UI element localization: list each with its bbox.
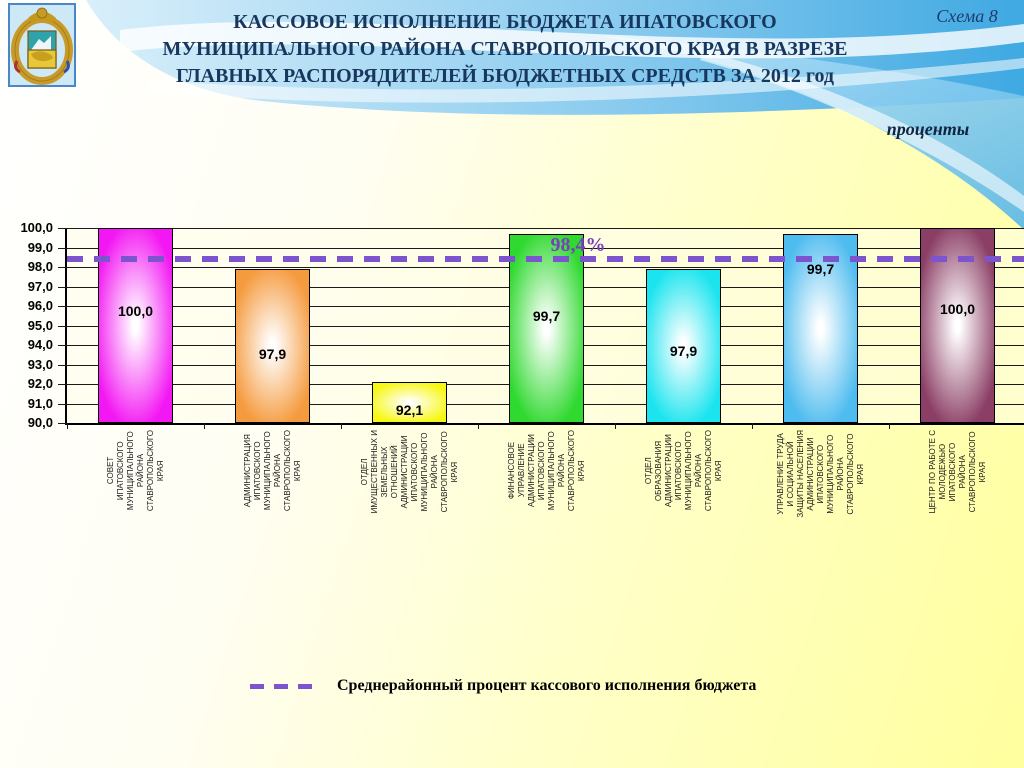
bar-value-label: 99,7 <box>532 307 561 324</box>
category-label-1: СОВЕТ ИПАТОВСКОГО МУНИЦИПАЛЬНОГО РАЙОНА … <box>67 430 204 558</box>
y-axis-tick <box>58 267 67 268</box>
category-label-text: АДМИНИСТРАЦИЯ ИПАТОВСКОГО МУНИЦИПАЛЬНОГО… <box>242 430 302 512</box>
category-label-2: АДМИНИСТРАЦИЯ ИПАТОВСКОГО МУНИЦИПАЛЬНОГО… <box>204 430 341 558</box>
x-axis-tick <box>341 423 342 429</box>
y-axis-tick-label: 95,0 <box>27 317 53 333</box>
legend-label: Среднерайонный процент кассового исполне… <box>337 677 757 694</box>
y-axis-tick-label: 100,0 <box>20 220 53 235</box>
y-axis-tick <box>58 228 67 229</box>
bar-value-label: 92,1 <box>395 402 424 419</box>
bar-2 <box>235 268 310 423</box>
y-axis-tick-label: 99,0 <box>27 239 53 255</box>
y-axis-tick <box>58 364 67 366</box>
page-title: КАССОВОЕ ИСПОЛНЕНИЕ БЮДЖЕТА ИПАТОВСКОГО … <box>162 11 848 87</box>
x-axis-tick <box>478 423 479 429</box>
schema-number-label: Схема 8 <box>936 6 998 26</box>
category-label-5: ОТДЕЛ ОБРАЗОВАНИЯ АДМИНИСТРАЦИИ ИПАТОВСК… <box>615 430 752 558</box>
bar-value-label: 100,0 <box>117 303 154 319</box>
y-axis-tick-label: 92,0 <box>27 376 53 391</box>
y-axis-tick-label: 97,0 <box>27 278 53 294</box>
average-dashed-line <box>67 256 1024 263</box>
bar-value-label: 97,9 <box>258 345 287 362</box>
bar-value-label: 97,9 <box>669 342 698 359</box>
y-axis-tick <box>58 286 67 288</box>
bar-5 <box>646 268 721 423</box>
axis-units-label: проценты <box>886 119 970 139</box>
x-axis-tick <box>67 423 68 429</box>
chart-legend: Среднерайонный процент кассового исполне… <box>250 677 756 695</box>
category-label-text: УПРАВЛЕНИЕ ТРУДА И СОЦИАЛЬНОЙ ЗАЩИТЫ НАС… <box>775 430 865 518</box>
category-label-text: ЦЕНТР ПО РАБОТЕ С МОЛОДЕЖЬЮ ИПАТОВСКОГО … <box>927 430 987 514</box>
bar-value-label: 100,0 <box>939 301 976 317</box>
y-axis-tick <box>58 384 67 385</box>
category-label-text: ФИНАНСОВОЕ УПРАВЛЕНИЕ АДМИНИСТРАЦИИ ИПАТ… <box>506 430 586 512</box>
category-label-text: СОВЕТ ИПАТОВСКОГО МУНИЦИПАЛЬНОГО РАЙОНА … <box>105 430 165 512</box>
x-axis-tick <box>615 423 616 429</box>
y-axis-tick <box>58 423 67 424</box>
category-label-6: УПРАВЛЕНИЕ ТРУДА И СОЦИАЛЬНОЙ ЗАЩИТЫ НАС… <box>752 430 889 558</box>
bar-3 <box>372 382 447 423</box>
category-label-3: ОТДЕЛ ИМУЩЕСТВЕННЫХ И ЗЕМЕЛЬНЫХ ОТНОШЕНИ… <box>341 430 478 558</box>
budget-execution-bar-chart: 100,0 99,0 98,0 97,0 96,0 95,0 94,0 93,0 92,0 91,… <box>20 220 1024 518</box>
x-axis-tick <box>889 423 890 429</box>
bar-4 <box>509 233 584 423</box>
y-axis-tick <box>58 325 67 327</box>
category-label-4: ФИНАНСОВОЕ УПРАВЛЕНИЕ АДМИНИСТРАЦИИ ИПАТ… <box>478 430 615 558</box>
category-label-7: ЦЕНТР ПО РАБОТЕ С МОЛОДЕЖЬЮ ИПАТОВСКОГО … <box>889 430 1024 558</box>
y-axis-tick <box>58 247 67 249</box>
x-axis-tick <box>752 423 753 429</box>
dashed-line-legend-marker <box>250 683 322 689</box>
stavropol-krai-coat-of-arms-icon <box>8 3 76 87</box>
y-axis-tick-label: 93,0 <box>27 356 53 372</box>
category-label-text: ОТДЕЛ ИМУЩЕСТВЕННЫХ И ЗЕМЕЛЬНЫХ ОТНОШЕНИ… <box>359 430 459 514</box>
average-value-label: 98,4% <box>550 234 606 256</box>
category-label-text: ОТДЕЛ ОБРАЗОВАНИЯ АДМИНИСТРАЦИИ ИПАТОВСК… <box>643 430 723 512</box>
y-axis-tick-label: 90,0 <box>27 415 53 430</box>
gridline <box>67 228 1024 229</box>
y-axis-tick-label: 94,0 <box>27 337 53 352</box>
y-axis-tick-label: 98,0 <box>27 259 53 274</box>
y-axis-tick-label: 91,0 <box>27 395 53 411</box>
y-axis-tick <box>58 403 67 405</box>
bar-value-label: 99,7 <box>806 260 835 277</box>
y-axis-tick-label: 96,0 <box>27 298 53 313</box>
bar-6 <box>783 233 858 423</box>
y-axis-tick <box>58 345 67 346</box>
x-axis-tick <box>204 423 205 429</box>
header-wave-decoration <box>86 0 1024 230</box>
y-axis-tick <box>58 306 67 307</box>
